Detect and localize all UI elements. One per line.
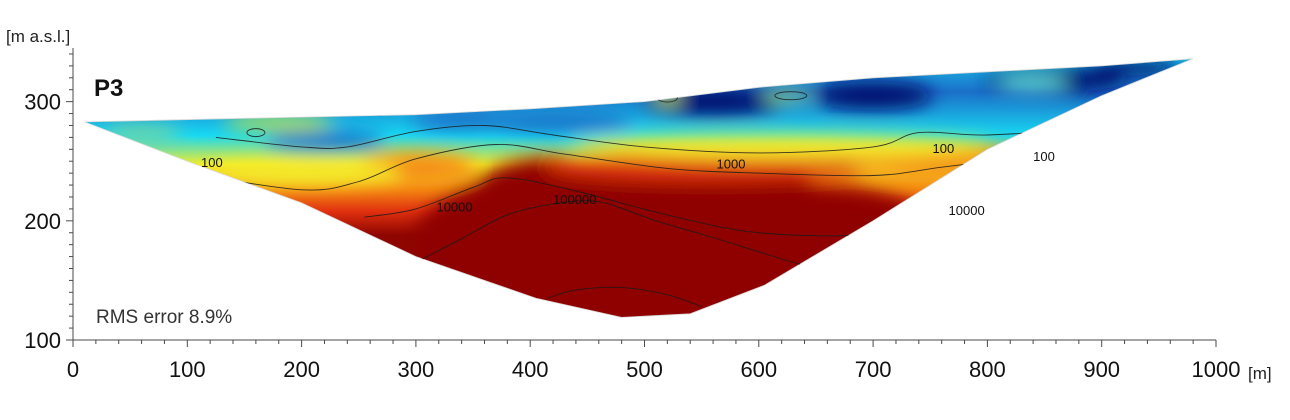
x-tick-label-300: 300 [398, 357, 435, 382]
resistivity-section [84, 58, 1194, 318]
contour-label-1: 100 [933, 141, 955, 156]
x-tick-label-700: 700 [855, 357, 892, 382]
x-tick-label-100: 100 [169, 357, 206, 382]
x-tick-label-0: 0 [67, 357, 79, 382]
y-tick-label-100: 100 [24, 328, 61, 353]
contour-label-0: 1000 [717, 156, 746, 171]
x-tick-label-800: 800 [969, 357, 1006, 382]
contour-label-3: 100000 [553, 192, 596, 207]
y-axis-label: [m a.s.l.] [6, 27, 70, 46]
blob-low-3 [411, 109, 512, 130]
contour-label-6: 100 [1033, 149, 1055, 164]
contour-label-2: 10000 [436, 199, 472, 214]
blob-low-1 [473, 111, 634, 132]
x-tick-label-500: 500 [626, 357, 663, 382]
blob-shallow-patch-1 [223, 114, 334, 133]
x-tick-label-900: 900 [1083, 357, 1120, 382]
x-tick-label-400: 400 [512, 357, 549, 382]
profile-title: P3 [94, 75, 123, 102]
contour-closed-0 [246, 128, 266, 138]
x-tick-label-1000: 1000 [1192, 357, 1241, 382]
contour-line-closed-4 [547, 286, 702, 308]
section-fill [84, 58, 1194, 318]
blob-shallow-patch-3 [763, 90, 812, 101]
x-tick-label-200: 200 [283, 357, 320, 382]
contour-line-100-1 [215, 113, 1159, 154]
contour-label-5: 100 [201, 155, 223, 170]
contour-line-1000-0 [187, 144, 1011, 191]
blob-shallow-patch-4 [101, 125, 182, 142]
blob-mid-left [201, 161, 402, 186]
axes: 0 100 200 300 400 500 600 700 800 900 1000 1002003… [24, 48, 1240, 382]
rms-error-annotation: RMS error 8.9% [96, 307, 232, 328]
section-outline [84, 58, 1194, 318]
x-axis-label: [m] [1248, 364, 1272, 383]
contour-closed-2 [774, 91, 808, 101]
y-tick-label-300: 300 [24, 90, 61, 115]
y-axis-ticks: 100 200 300 [24, 53, 73, 353]
contour-label-4: 10000 [949, 203, 985, 218]
blob-low-2 [264, 129, 385, 150]
blob-shallow-patch-5 [998, 76, 1069, 89]
blob-mid-band [571, 134, 992, 159]
y-tick-label-200: 200 [24, 209, 61, 234]
blob-very-low-2 [813, 81, 934, 110]
x-axis-ticks: 0 100 200 300 400 500 600 700 800 900 1000 [67, 340, 1241, 382]
blob-very-low-4 [1090, 60, 1181, 77]
contour-labels: 1000 100 10000 100000 10000 100 100 [201, 141, 1055, 218]
x-tick-label-600: 600 [740, 357, 777, 382]
